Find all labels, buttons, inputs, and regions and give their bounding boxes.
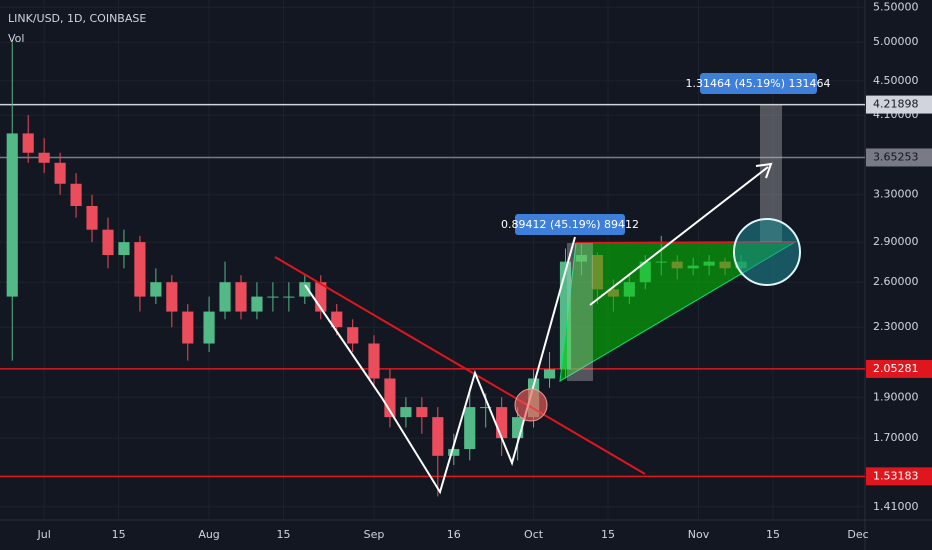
level-label-box — [866, 359, 932, 378]
y-tick-label: 2.90000 — [873, 235, 919, 248]
chart-title: LINK/USD, 1D, COINBASE — [8, 12, 146, 25]
candle-body — [134, 242, 146, 297]
candle-body — [283, 296, 295, 298]
arrow-head — [755, 162, 773, 179]
candle-body — [203, 311, 215, 344]
candle-body — [150, 282, 162, 297]
y-tick-label: 5.50000 — [873, 0, 919, 13]
axes: 5.500005.000004.500004.100003.300002.900… — [37, 0, 932, 541]
annotation-box — [700, 73, 817, 94]
x-tick-label: Sep — [364, 528, 385, 541]
level-label-box — [866, 148, 932, 167]
candle-body — [368, 343, 380, 379]
level-label: 1.53183 — [873, 469, 919, 482]
candle-body — [54, 162, 66, 184]
candle-body — [182, 311, 194, 344]
y-tick-label: 1.70000 — [873, 431, 919, 444]
candle-body — [432, 417, 444, 456]
candle-body — [384, 378, 396, 418]
annotation: 0.89412 (45.19%) 89412 — [501, 218, 639, 231]
candle-body — [464, 407, 476, 450]
x-tick-label: Dec — [847, 528, 868, 541]
candle-body — [102, 229, 114, 256]
x-tick-label: Jul — [37, 528, 51, 541]
y-tick-label: 1.90000 — [873, 390, 919, 403]
trendline — [274, 256, 646, 475]
x-tick-label: Aug — [198, 528, 219, 541]
candle-body — [70, 183, 82, 207]
candle-body — [118, 242, 130, 256]
y-tick-label: 2.30000 — [873, 320, 919, 333]
y-tick-label: 3.30000 — [873, 188, 919, 201]
x-tick-label: 16 — [447, 528, 461, 541]
level-label: 3.65253 — [873, 150, 919, 163]
candle-body — [251, 296, 263, 312]
annotation-box — [515, 214, 625, 235]
candle-body — [166, 282, 178, 312]
x-tick-label: 15 — [766, 528, 780, 541]
candle-body — [219, 282, 231, 312]
chart-subtitle: Vol — [8, 32, 24, 45]
x-tick-label: 15 — [601, 528, 615, 541]
candle-body — [315, 282, 327, 312]
candle-body — [38, 152, 50, 163]
candle-body — [512, 417, 524, 439]
level-label-box — [866, 95, 932, 114]
y-tick-label: 1.41000 — [873, 500, 919, 513]
candle-body — [480, 407, 492, 409]
circle — [514, 388, 548, 422]
candle-body — [496, 407, 508, 439]
candle-body — [543, 369, 556, 379]
level-label-box — [866, 467, 932, 486]
candle-body — [22, 133, 34, 153]
drawings: 0.89412 (45.19%) 89412 1.31464 (45.19%) … — [274, 73, 831, 495]
measure-box — [567, 243, 593, 381]
circle — [733, 218, 801, 286]
level-label: 2.05281 — [873, 362, 919, 375]
y-tick-label: 4.50000 — [873, 74, 919, 87]
candle-body — [235, 282, 247, 312]
candle-body — [299, 282, 311, 297]
candle-body — [86, 206, 98, 230]
candle-body — [416, 407, 428, 418]
y-tick-label: 5.00000 — [873, 35, 919, 48]
measure-box — [760, 104, 782, 242]
y-tick-label: 2.60000 — [873, 275, 919, 288]
candle-body — [400, 407, 412, 418]
candle-body — [331, 311, 343, 328]
levels — [0, 103, 865, 478]
level-label: 4.21898 — [873, 98, 919, 111]
zigzag — [304, 236, 576, 495]
annotation: 1.31464 (45.19%) 131464 — [686, 77, 831, 90]
candle-body — [347, 327, 359, 344]
x-tick-label: Oct — [524, 528, 544, 541]
arrow — [589, 166, 769, 306]
x-tick-label: 15 — [112, 528, 126, 541]
x-tick-label: Nov — [688, 528, 710, 541]
candle-body — [6, 133, 18, 297]
candle-body — [559, 261, 572, 370]
x-tick-label: 15 — [277, 528, 291, 541]
candle-body — [448, 449, 460, 456]
candle-body — [267, 296, 279, 298]
